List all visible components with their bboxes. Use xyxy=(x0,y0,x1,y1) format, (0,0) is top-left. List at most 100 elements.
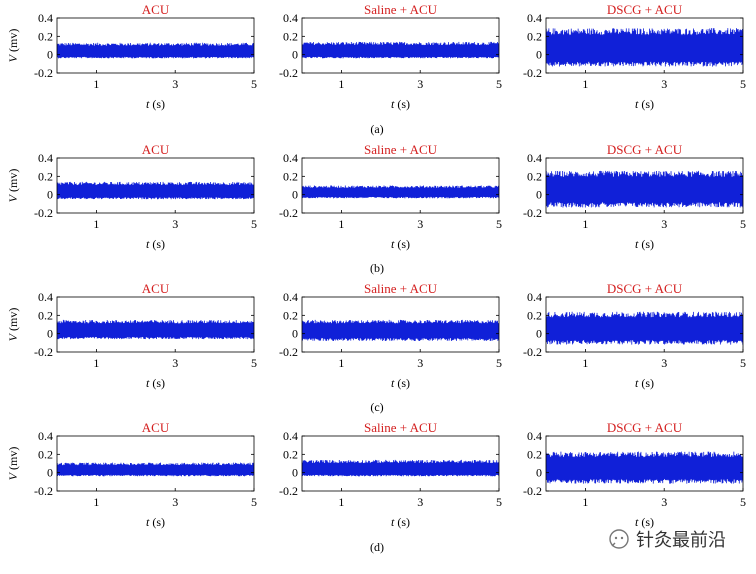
panel-c-2: Saline + ACU -0.2 0 0.2 0.4 1 3 5 t (s) xyxy=(279,281,502,390)
x-tick-label: 5 xyxy=(251,495,257,509)
y-tick-label: -0.2 xyxy=(279,484,298,498)
panel-a-2: Saline + ACU -0.2 0 0.2 0.4 1 3 5 t (s) xyxy=(279,2,502,111)
axes-box xyxy=(56,435,255,492)
y-tick-label: 0.2 xyxy=(283,169,298,183)
y-axis-label: V (mv) xyxy=(6,308,20,342)
wechat-bubble-icon xyxy=(609,529,629,549)
x-tick-label: 5 xyxy=(740,77,746,91)
x-axis-label: t (s) xyxy=(146,376,165,390)
x-axis-label: t (s) xyxy=(391,376,410,390)
y-axis-label: V (mv) xyxy=(6,169,20,203)
x-axis-label: t (s) xyxy=(391,237,410,251)
x-axis-label: t (s) xyxy=(635,237,654,251)
row-caption: (c) xyxy=(370,400,383,414)
y-tick-label: 0 xyxy=(536,327,542,341)
y-tick-label: 0 xyxy=(292,48,298,62)
x-tick-label: 1 xyxy=(338,217,344,231)
y-tick-label: 0 xyxy=(292,466,298,480)
axes-box xyxy=(545,435,744,492)
x-tick-label: 1 xyxy=(582,495,588,509)
watermark-text: 针灸最前沿 xyxy=(636,530,726,551)
x-axis-label: t (s) xyxy=(635,376,654,390)
panel-b-2: Saline + ACU -0.2 0 0.2 0.4 1 3 5 t (s) xyxy=(279,142,502,251)
x-tick-label: 1 xyxy=(338,495,344,509)
y-tick-label: -0.2 xyxy=(34,484,53,498)
axes-box xyxy=(56,17,255,74)
y-tick-label: -0.2 xyxy=(34,345,53,359)
y-tick-label: 0.4 xyxy=(527,151,542,165)
x-tick-label: 5 xyxy=(496,217,502,231)
panel-b-1: ACU -0.2 0 0.2 0.4 1 3 5 t (s) V (mv) xyxy=(6,142,257,251)
signal-trace xyxy=(57,42,254,59)
y-tick-label: 0.4 xyxy=(283,290,298,304)
x-tick-label: 5 xyxy=(496,356,502,370)
x-tick-label: 5 xyxy=(740,217,746,231)
x-tick-label: 1 xyxy=(582,77,588,91)
y-tick-label: -0.2 xyxy=(34,66,53,80)
y-tick-label: 0 xyxy=(47,327,53,341)
x-axis-label: t (s) xyxy=(146,237,165,251)
y-axis-label: V (mv) xyxy=(6,29,20,63)
axes-box xyxy=(56,296,255,353)
panel-title: DSCG + ACU xyxy=(607,420,683,435)
y-tick-label: 0.2 xyxy=(527,447,542,461)
y-tick-label: 0.4 xyxy=(283,429,298,443)
signal-trace xyxy=(57,462,254,477)
y-tick-label: 0.2 xyxy=(38,169,53,183)
axes-box xyxy=(545,17,744,74)
x-tick-label: 1 xyxy=(582,356,588,370)
y-tick-label: 0.4 xyxy=(38,151,53,165)
x-tick-label: 3 xyxy=(172,495,178,509)
y-tick-label: 0.4 xyxy=(527,290,542,304)
row-caption: (a) xyxy=(370,122,383,136)
y-tick-label: 0.4 xyxy=(527,11,542,25)
y-tick-label: -0.2 xyxy=(523,206,542,220)
y-tick-label: -0.2 xyxy=(523,66,542,80)
panel-title: DSCG + ACU xyxy=(607,2,683,17)
axes-box xyxy=(301,435,500,492)
panel-title: DSCG + ACU xyxy=(607,281,683,296)
panel-title: ACU xyxy=(142,420,170,435)
y-tick-label: -0.2 xyxy=(34,206,53,220)
x-tick-label: 3 xyxy=(172,217,178,231)
signal-trace xyxy=(57,319,254,340)
axes-box xyxy=(545,157,744,214)
y-tick-label: 0.4 xyxy=(38,429,53,443)
x-tick-label: 1 xyxy=(93,356,99,370)
axes-box xyxy=(545,296,744,353)
watermark: 针灸最前沿 xyxy=(608,526,726,552)
y-tick-label: 0 xyxy=(536,466,542,480)
x-tick-label: 3 xyxy=(661,356,667,370)
panel-b-3: DSCG + ACU -0.2 0 0.2 0.4 1 3 5 t (s) xyxy=(523,142,746,251)
x-tick-label: 1 xyxy=(338,356,344,370)
signal-trace xyxy=(546,451,743,484)
y-tick-label: 0 xyxy=(536,188,542,202)
x-tick-label: 5 xyxy=(496,495,502,509)
signal-trace xyxy=(302,459,499,477)
y-tick-label: -0.2 xyxy=(523,484,542,498)
x-tick-label: 3 xyxy=(417,217,423,231)
x-tick-label: 5 xyxy=(740,356,746,370)
panel-c-1: ACU -0.2 0 0.2 0.4 1 3 5 t (s) V (mv) xyxy=(6,281,257,390)
panel-title: Saline + ACU xyxy=(364,420,438,435)
row-caption: (b) xyxy=(370,261,384,275)
y-tick-label: 0.4 xyxy=(283,151,298,165)
y-tick-label: 0.4 xyxy=(38,11,53,25)
y-tick-label: 0.4 xyxy=(38,290,53,304)
x-tick-label: 3 xyxy=(661,77,667,91)
x-tick-label: 3 xyxy=(661,217,667,231)
y-tick-label: -0.2 xyxy=(279,345,298,359)
x-tick-label: 1 xyxy=(338,77,344,91)
x-tick-label: 5 xyxy=(740,495,746,509)
y-tick-label: 0.2 xyxy=(527,169,542,183)
x-tick-label: 5 xyxy=(251,217,257,231)
y-tick-label: 0.2 xyxy=(38,29,53,43)
x-axis-label: t (s) xyxy=(391,97,410,111)
panel-title: ACU xyxy=(142,2,170,17)
x-tick-label: 5 xyxy=(251,77,257,91)
signal-trace xyxy=(302,41,499,59)
x-tick-label: 1 xyxy=(582,217,588,231)
axes-box xyxy=(56,157,255,214)
panel-title: Saline + ACU xyxy=(364,142,438,157)
panel-a-1: ACU -0.2 0 0.2 0.4 1 3 5 t (s) V (mv) xyxy=(6,2,257,111)
